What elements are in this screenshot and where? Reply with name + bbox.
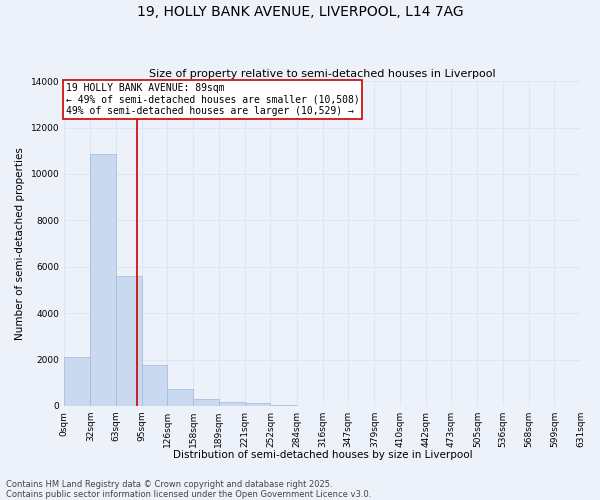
Bar [193,399,219,406]
Bar [91,154,116,406]
Text: Contains HM Land Registry data © Crown copyright and database right 2025.
Contai: Contains HM Land Registry data © Crown c… [6,480,371,499]
X-axis label: Distribution of semi-detached houses by size in Liverpool: Distribution of semi-detached houses by … [173,450,472,460]
Bar [116,276,142,406]
Text: 19 HOLLY BANK AVENUE: 89sqm
← 49% of semi-detached houses are smaller (10,508)
4: 19 HOLLY BANK AVENUE: 89sqm ← 49% of sem… [66,83,359,116]
Bar [167,388,193,406]
Bar [245,403,271,406]
Bar [142,366,167,406]
Title: Size of property relative to semi-detached houses in Liverpool: Size of property relative to semi-detach… [149,69,496,79]
Y-axis label: Number of semi-detached properties: Number of semi-detached properties [15,147,25,340]
Text: 19, HOLLY BANK AVENUE, LIVERPOOL, L14 7AG: 19, HOLLY BANK AVENUE, LIVERPOOL, L14 7A… [137,5,463,19]
Bar [64,358,91,406]
Bar [271,404,296,406]
Bar [219,402,245,406]
